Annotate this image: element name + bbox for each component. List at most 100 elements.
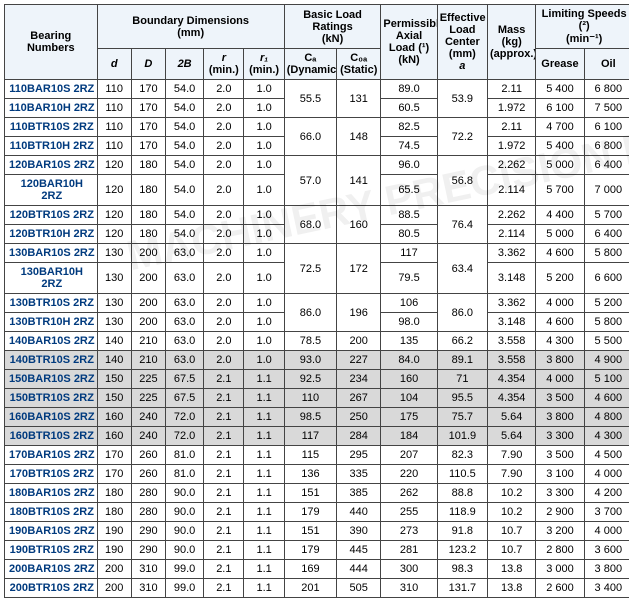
cell: 110 (97, 137, 131, 156)
cell: 5 200 (536, 263, 584, 294)
table-row: 130BAR10S 2RZ13020063.02.01.072.51721176… (5, 244, 629, 263)
cell: 262 (381, 484, 437, 503)
cell: 98.3 (437, 560, 487, 579)
cell: 240 (131, 427, 165, 446)
cell: 66.2 (437, 332, 487, 351)
cell: 179 (284, 541, 336, 560)
cell: 250 (337, 408, 381, 427)
cell: 118.9 (437, 503, 487, 522)
cell: 110.5 (437, 465, 487, 484)
cell: 57.0 (284, 156, 336, 206)
cell: 2.0 (204, 351, 244, 370)
cell: 200 (337, 332, 381, 351)
cell: 131 (337, 80, 381, 118)
cell: 5.64 (488, 427, 536, 446)
cell: 200 (97, 579, 131, 598)
cell: 120 (97, 175, 131, 206)
cell: 2.11 (488, 80, 536, 99)
cell: 86.0 (437, 294, 487, 332)
cell: 96.0 (381, 156, 437, 175)
cell: 74.5 (381, 137, 437, 156)
cell: 67.5 (165, 389, 203, 408)
cell: 260 (131, 465, 165, 484)
cell: 110BTR10S 2RZ (5, 118, 98, 137)
cell: 140 (97, 332, 131, 351)
hdr-speeds: Limiting Speeds (²)(min⁻¹) (536, 5, 629, 49)
cell: 1.1 (244, 465, 284, 484)
cell: 210 (131, 351, 165, 370)
cell: 5 400 (536, 137, 584, 156)
table-row: 150BTR10S 2RZ15022567.52.11.111026710495… (5, 389, 629, 408)
cell: 2.0 (204, 263, 244, 294)
cell: 3 800 (584, 560, 629, 579)
cell: 89.1 (437, 351, 487, 370)
cell: 130BTR10H 2RZ (5, 313, 98, 332)
cell: 169 (284, 560, 336, 579)
cell: 160 (337, 206, 381, 244)
cell: 160 (97, 427, 131, 446)
cell: 4 900 (584, 351, 629, 370)
cell: 1.1 (244, 427, 284, 446)
cell: 7.90 (488, 446, 536, 465)
cell: 170 (97, 446, 131, 465)
cell: 170 (131, 99, 165, 118)
cell: 335 (337, 465, 381, 484)
cell: 151 (284, 484, 336, 503)
cell: 260 (131, 446, 165, 465)
cell: 6 600 (584, 263, 629, 294)
table-row: 190BAR10S 2RZ19029090.02.11.115139027391… (5, 522, 629, 541)
cell: 3 100 (536, 465, 584, 484)
cell: 1.972 (488, 99, 536, 118)
cell: 290 (131, 522, 165, 541)
cell: 170 (131, 80, 165, 99)
cell: 2.1 (204, 408, 244, 427)
cell: 150BAR10S 2RZ (5, 370, 98, 389)
cell: 10.2 (488, 503, 536, 522)
table-row: 140BAR10S 2RZ14021063.02.01.078.52001356… (5, 332, 629, 351)
cell: 179 (284, 503, 336, 522)
cell: 4 600 (536, 313, 584, 332)
cell: 80.5 (381, 225, 437, 244)
cell: 310 (381, 579, 437, 598)
cell: 180 (97, 503, 131, 522)
cell: 240 (131, 408, 165, 427)
table-row: 110BAR10S 2RZ11017054.02.01.055.513189.0… (5, 80, 629, 99)
cell: 4 300 (536, 332, 584, 351)
cell: 4 600 (536, 244, 584, 263)
cell: 7.90 (488, 465, 536, 484)
cell: 225 (131, 389, 165, 408)
cell: 1.0 (244, 206, 284, 225)
table-row: 200BTR10S 2RZ20031099.02.11.120150531013… (5, 579, 629, 598)
cell: 170 (131, 118, 165, 137)
cell: 290 (131, 541, 165, 560)
cell: 200 (97, 560, 131, 579)
table-row: 180BAR10S 2RZ18028090.02.11.115138526288… (5, 484, 629, 503)
cell: 72.2 (437, 118, 487, 156)
cell: 225 (131, 370, 165, 389)
cell: 130 (97, 263, 131, 294)
cell: 117 (381, 244, 437, 263)
cell: 2.114 (488, 175, 536, 206)
cell: 88.8 (437, 484, 487, 503)
cell: 2 800 (536, 541, 584, 560)
cell: 130 (97, 294, 131, 313)
cell: 4 800 (584, 408, 629, 427)
hdr-r1: r₁(min.) (244, 49, 284, 80)
cell: 2.114 (488, 225, 536, 244)
cell: 5.64 (488, 408, 536, 427)
cell: 505 (337, 579, 381, 598)
table-row: 160BTR10S 2RZ16024072.02.11.111728418410… (5, 427, 629, 446)
cell: 445 (337, 541, 381, 560)
cell: 2.262 (488, 156, 536, 175)
cell: 2.1 (204, 389, 244, 408)
cell: 3 800 (536, 408, 584, 427)
cell: 5 800 (584, 244, 629, 263)
cell: 5 100 (584, 370, 629, 389)
cell: 200BTR10S 2RZ (5, 579, 98, 598)
cell: 1.0 (244, 263, 284, 294)
hdr-load-ratings: Basic Load Ratings(kN) (284, 5, 381, 49)
cell: 150 (97, 389, 131, 408)
cell: 63.4 (437, 244, 487, 294)
cell: 3.362 (488, 294, 536, 313)
cell: 110 (97, 99, 131, 118)
